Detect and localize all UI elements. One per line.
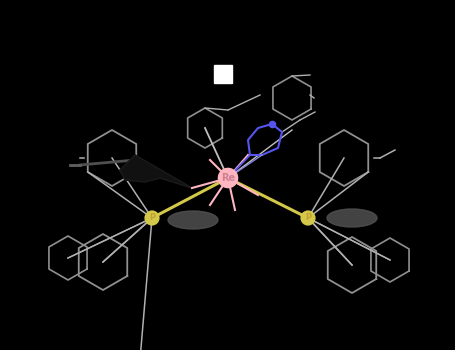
Point — [224, 175, 232, 181]
Text: P: P — [149, 214, 155, 223]
Text: P: P — [305, 214, 311, 223]
Text: Re: Re — [221, 173, 235, 183]
Ellipse shape — [168, 211, 218, 229]
Polygon shape — [120, 155, 192, 188]
Point — [268, 121, 276, 127]
Point — [148, 215, 156, 221]
Point — [304, 215, 312, 221]
Ellipse shape — [327, 209, 377, 227]
Bar — [214, 65, 232, 83]
